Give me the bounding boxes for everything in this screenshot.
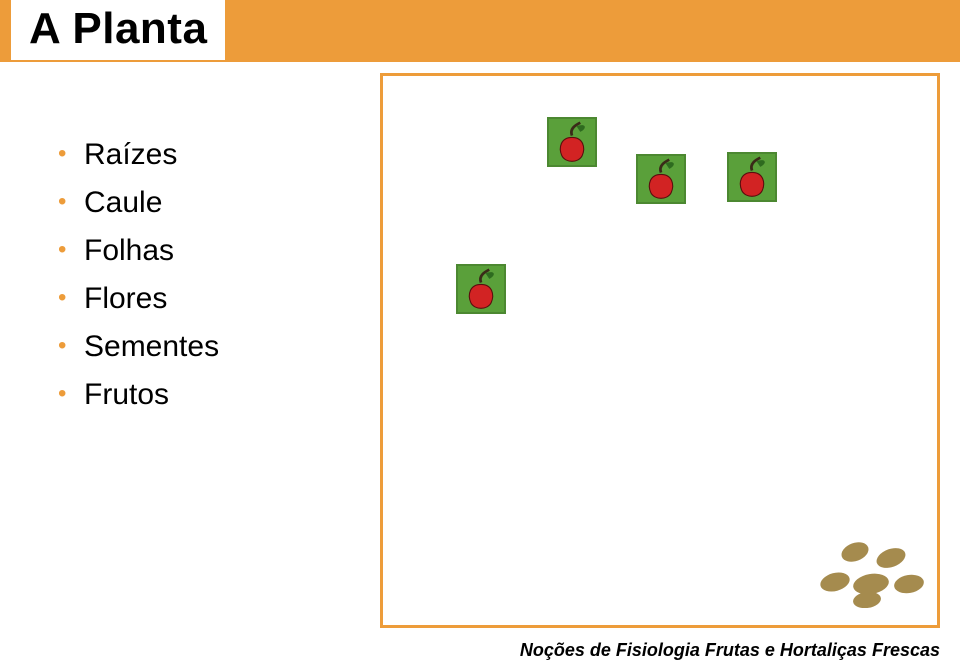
bullet-list: Raízes Caule Folhas Flores Sementes Frut… [58,138,219,426]
footer-text: Noções de Fisiologia Frutas e Hortaliças… [520,640,940,661]
list-item: Frutos [58,378,219,412]
list-item: Sementes [58,330,219,364]
fruit-icon [636,154,686,204]
list-item: Raízes [58,138,219,172]
fruit-icon [456,264,506,314]
fruit-icon [547,117,597,167]
fruit-icon [727,152,777,202]
seeds-icon [815,538,927,608]
list-item: Folhas [58,234,219,268]
list-item: Caule [58,186,219,220]
page-title: A Planta [29,4,207,54]
title-box: A Planta [11,0,225,60]
list-item: Flores [58,282,219,316]
